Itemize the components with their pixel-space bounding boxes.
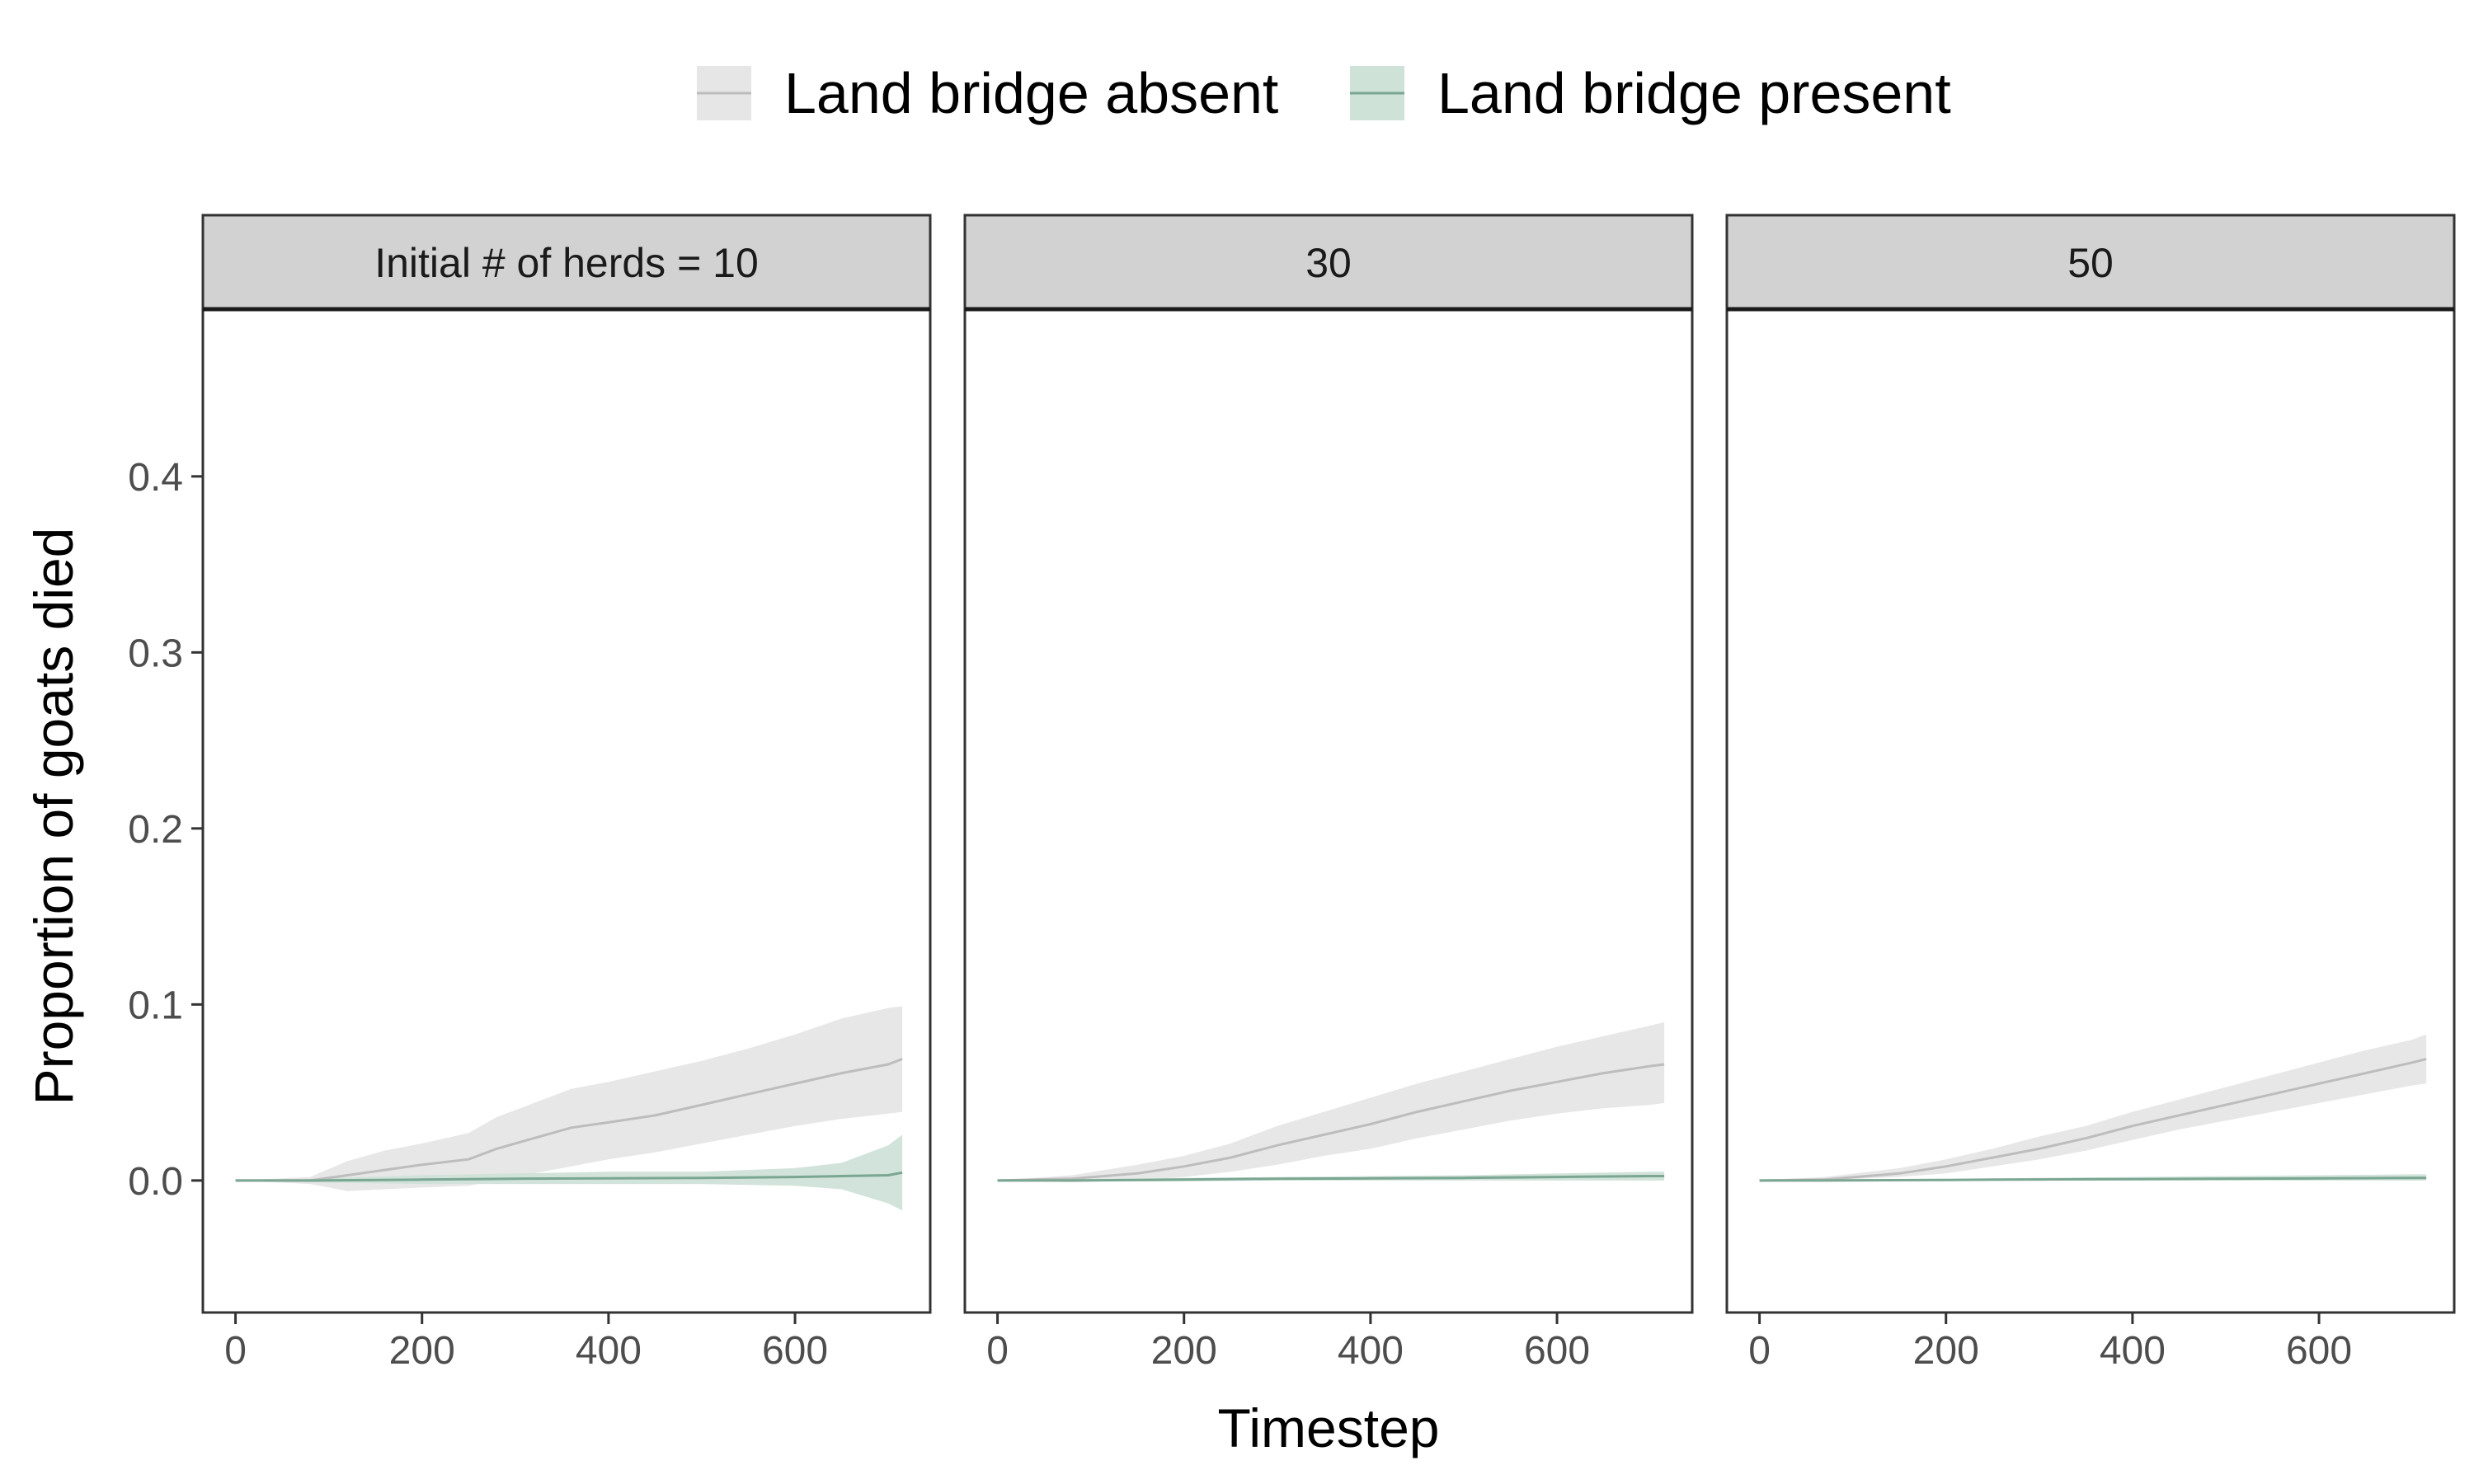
plot-area [1727, 309, 2454, 1313]
legend-item-present: Land bridge present [1350, 61, 1951, 125]
y-axis-title: Proportion of goats died [23, 528, 84, 1106]
strip-label: 50 [2067, 240, 2114, 286]
ribbon-land-bridge-absent [235, 1006, 903, 1191]
line-land-bridge-absent [1759, 1058, 2427, 1182]
x-tick-label: 200 [1913, 1329, 1979, 1373]
legend-label-present: Land bridge present [1437, 61, 1951, 125]
x-tick-label: 600 [762, 1329, 828, 1373]
x-tick-label: 600 [2286, 1329, 2352, 1373]
legend: Land bridge absent Land bridge present [697, 61, 1951, 125]
x-tick-label: 600 [1524, 1329, 1590, 1373]
y-tick-label: 0.1 [128, 984, 183, 1027]
legend-item-absent: Land bridge absent [697, 61, 1278, 125]
ribbon-land-bridge-absent [997, 1021, 1665, 1182]
y-tick-label: 0.4 [128, 456, 183, 500]
x-tick-label: 400 [2100, 1329, 2166, 1373]
line-land-bridge-absent [997, 1063, 1665, 1182]
x-axis-title: Timestep [1218, 1397, 1440, 1458]
x-tick-label: 0 [224, 1329, 247, 1373]
y-tick-label: 0.3 [128, 632, 183, 675]
facet-panel-herds-10: Initial # of herds = 10 0 200 400 600 [201, 214, 932, 1373]
ribbon-land-bridge-absent [1759, 1034, 2427, 1181]
plot-background [1727, 309, 2454, 1313]
x-tick-label: 0 [1748, 1329, 1771, 1373]
x-tick-label: 400 [576, 1329, 642, 1373]
plot-area [965, 309, 1692, 1313]
plot-background [965, 309, 1692, 1313]
legend-label-absent: Land bridge absent [784, 61, 1278, 125]
line-land-bridge-present [1759, 1176, 2427, 1182]
y-axis: 0.0 0.1 0.2 0.3 0.4 [128, 456, 203, 1204]
x-tick-label: 200 [1151, 1329, 1217, 1373]
line-land-bridge-present [235, 1171, 903, 1182]
x-tick-label: 200 [389, 1329, 455, 1373]
strip-background [1725, 214, 2456, 311]
line-land-bridge-present [997, 1175, 1665, 1182]
strip-label: 30 [1305, 240, 1352, 286]
y-tick-label: 0.2 [128, 808, 183, 852]
x-tick-label: 0 [986, 1329, 1009, 1373]
strip-background [201, 214, 932, 311]
facet-panel-herds-30: 30 0 200 400 600 [963, 214, 1694, 1373]
strip-label: Initial # of herds = 10 [374, 240, 759, 286]
facet-panel-herds-50: 50 0 200 400 600 [1725, 214, 2456, 1373]
ribbon-land-bridge-present [235, 1134, 903, 1211]
x-tick-label: 400 [1338, 1329, 1404, 1373]
y-tick-label: 0.0 [128, 1160, 183, 1204]
plot-area [203, 309, 930, 1313]
line-land-bridge-absent [235, 1058, 903, 1182]
